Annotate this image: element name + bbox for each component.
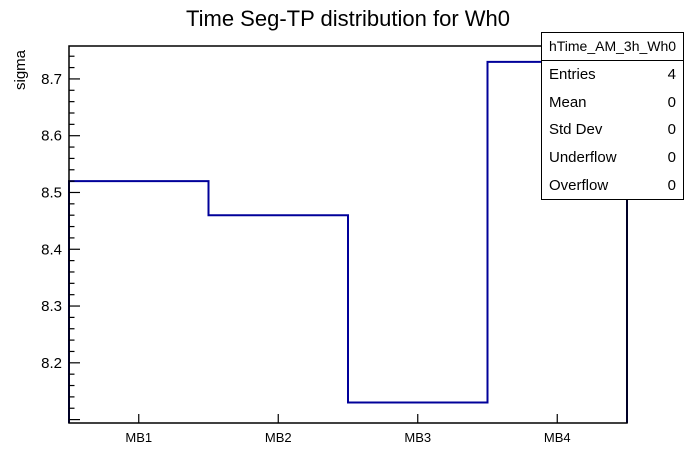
x-tick-label: MB2 bbox=[265, 430, 292, 445]
y-tick-label: 8.7 bbox=[41, 71, 62, 88]
stats-value: 0 bbox=[667, 176, 676, 194]
stats-row-underflow: Underflow 0 bbox=[542, 144, 683, 172]
stats-row-mean: Mean 0 bbox=[542, 89, 683, 117]
stats-label: Underflow bbox=[549, 149, 617, 167]
stats-row-overflow: Overflow 0 bbox=[542, 171, 683, 199]
stats-value: 0 bbox=[667, 121, 676, 139]
y-tick-label: 8.5 bbox=[41, 184, 62, 201]
stats-label: Overflow bbox=[549, 176, 609, 194]
stats-label: Std Dev bbox=[549, 121, 603, 139]
stats-row-entries: Entries 4 bbox=[542, 61, 683, 89]
x-tick-label: MB3 bbox=[404, 430, 431, 445]
stats-row-stddev: Std Dev 0 bbox=[542, 116, 683, 144]
y-tick-label: 8.6 bbox=[41, 128, 62, 145]
stats-box: hTime_AM_3h_Wh0 Entries 4 Mean 0 Std Dev… bbox=[541, 32, 684, 200]
y-tick-label: 8.2 bbox=[41, 355, 62, 372]
stats-value: 4 bbox=[667, 66, 676, 84]
stats-box-title: hTime_AM_3h_Wh0 bbox=[542, 33, 683, 61]
stats-value: 0 bbox=[667, 149, 676, 167]
y-tick-label: 8.3 bbox=[41, 298, 62, 315]
plot-frame bbox=[68, 45, 628, 424]
stats-label: Mean bbox=[549, 93, 587, 111]
x-tick-label: MB1 bbox=[125, 430, 152, 445]
plot-title: Time Seg-TP distribution for Wh0 bbox=[185, 6, 510, 31]
y-tick-label: 8.4 bbox=[41, 241, 62, 258]
x-tick-label: MB4 bbox=[544, 430, 571, 445]
stats-label: Entries bbox=[549, 66, 596, 84]
stats-value: 0 bbox=[667, 93, 676, 111]
